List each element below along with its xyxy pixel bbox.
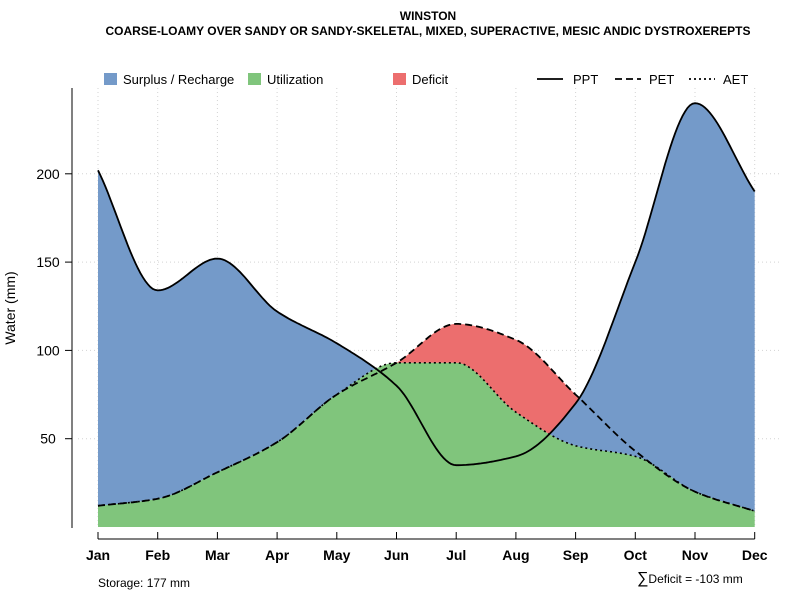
- series-line-aet: [97, 361, 755, 512]
- x-tick-label-apr: Apr: [265, 547, 290, 563]
- y-axis-label: Water (mm): [2, 271, 18, 344]
- legend-label-3: Deficit: [412, 72, 449, 87]
- y-tick-label-150: 150: [36, 254, 60, 270]
- legend-swatch-2: [248, 73, 261, 85]
- storage-note: Storage: 177 mm: [98, 576, 191, 590]
- deficit-text: Deficit = -103 mm: [648, 572, 743, 586]
- x-tick-label-oct: Oct: [624, 547, 648, 563]
- x-tick-label-jul: Jul: [446, 547, 466, 563]
- x-tick-label-dec: Dec: [742, 547, 768, 563]
- y-tick-label-50: 50: [40, 431, 56, 447]
- legend-label-aet: AET: [723, 72, 748, 87]
- chart-subtitle: COARSE-LOAMY OVER SANDY OR SANDY-SKELETA…: [105, 24, 751, 38]
- y-tick-label-200: 200: [36, 166, 60, 182]
- legend-swatch-1: [104, 73, 117, 85]
- legend-label-ppt: PPT: [573, 72, 598, 87]
- x-tick-label-aug: Aug: [502, 547, 529, 563]
- series-lines: [97, 102, 756, 512]
- legend-label-pet: PET: [649, 72, 674, 87]
- x-tick-label-sep: Sep: [563, 547, 589, 563]
- utilization-area: [98, 362, 755, 527]
- x-tick-label-jun: Jun: [384, 547, 409, 563]
- legend-label-2: Utilization: [267, 72, 323, 87]
- legend-swatch-3: [393, 73, 406, 85]
- axes: 50 100 150 200 Jan Feb Mar Apr May Jun Jul Aug Sep Oc…: [2, 88, 768, 563]
- sum-symbol: ∑: [637, 570, 649, 587]
- x-tick-label-mar: Mar: [205, 547, 230, 563]
- legend: Surplus / Recharge Utilization Deficit PPT P…: [104, 72, 748, 87]
- series-line-ppt: [97, 102, 756, 467]
- chart-title: WINSTON: [399, 9, 457, 23]
- y-tick-label-100: 100: [36, 342, 60, 358]
- x-tick-label-nov: Nov: [682, 547, 709, 563]
- x-tick-label-may: May: [323, 547, 350, 563]
- areas: [98, 103, 755, 527]
- deficit-note: ∑Deficit = -103 mm: [637, 570, 743, 588]
- legend-label-1: Surplus / Recharge: [123, 72, 234, 87]
- x-tick-label-jan: Jan: [86, 547, 110, 563]
- x-tick-label-feb: Feb: [145, 547, 170, 563]
- series-line-pet: [97, 322, 755, 512]
